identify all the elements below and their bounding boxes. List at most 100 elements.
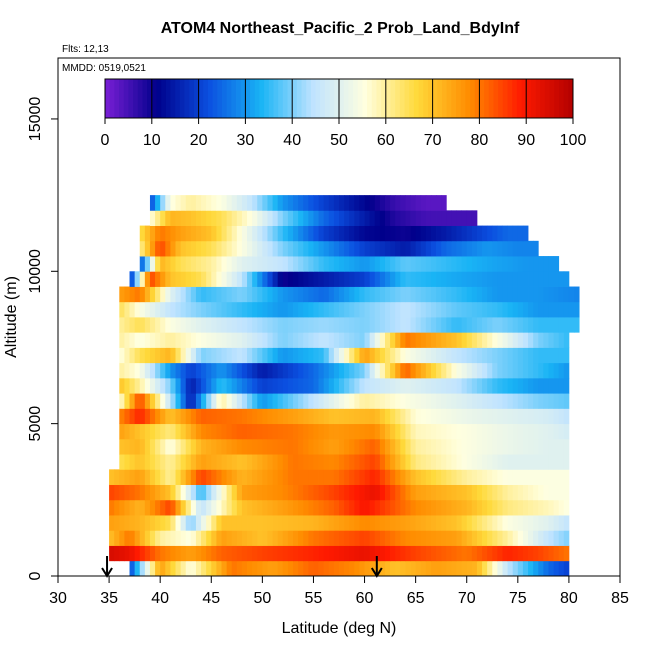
heatmap-cell: [507, 256, 514, 272]
heatmap-cell: [333, 210, 340, 226]
heatmap-cell: [129, 438, 136, 455]
heatmap-cell: [308, 377, 314, 394]
colorbar-swatch: [530, 79, 536, 118]
heatmap-cell: [323, 530, 330, 546]
heatmap-cell: [134, 347, 141, 364]
heatmap-cell: [563, 438, 570, 455]
colorbar-swatch: [348, 79, 354, 118]
heatmap-cell: [374, 347, 381, 364]
heatmap-cell: [185, 377, 192, 394]
y-tick-label: 5000: [27, 406, 44, 442]
heatmap-cell: [369, 195, 376, 211]
heatmap-cell: [461, 438, 468, 455]
heatmap-cell: [328, 332, 335, 348]
heatmap-cell: [456, 317, 463, 333]
heatmap-cell: [374, 317, 381, 333]
heatmap-cell: [323, 484, 330, 501]
heatmap-cell: [298, 408, 304, 425]
heatmap-cell: [451, 271, 457, 287]
heatmap-cell: [441, 545, 447, 562]
heatmap-cell: [175, 545, 182, 562]
heatmap-cell: [226, 423, 233, 440]
heatmap-cell: [538, 256, 544, 272]
heatmap-cell: [512, 332, 519, 348]
heatmap-cell: [543, 286, 549, 303]
heatmap-cell: [466, 484, 473, 501]
heatmap-cell: [206, 484, 212, 501]
heatmap-cell: [553, 256, 560, 272]
heatmap-cell: [287, 347, 294, 364]
heatmap-cell: [405, 469, 411, 485]
heatmap-cell: [231, 256, 238, 272]
heatmap-cell: [155, 377, 161, 394]
heatmap-cell: [119, 301, 125, 318]
heatmap-cell: [221, 332, 227, 348]
heatmap-cell: [201, 484, 207, 501]
heatmap-cell: [139, 362, 146, 379]
heatmap-cell: [313, 377, 319, 394]
heatmap-cell: [262, 210, 268, 226]
colorbar-swatch: [250, 79, 256, 118]
heatmap-cell: [267, 469, 273, 485]
heatmap-cell: [226, 515, 233, 531]
heatmap-cell: [400, 301, 406, 318]
colorbar-swatch: [245, 79, 251, 118]
heatmap-cell: [395, 545, 401, 562]
heatmap-cell: [395, 347, 401, 364]
colorbar-swatch: [460, 79, 466, 118]
heatmap-cell: [400, 469, 406, 485]
heatmap-cell: [430, 301, 437, 318]
heatmap-cell: [308, 408, 314, 425]
heatmap-cell: [247, 530, 253, 546]
heatmap-cell: [512, 454, 519, 470]
colorbar-swatch: [217, 79, 223, 118]
heatmap-cell: [441, 347, 447, 364]
heatmap-cell: [160, 438, 166, 455]
heatmap-cell: [451, 210, 457, 226]
heatmap-cell: [390, 545, 396, 562]
heatmap-cell: [395, 393, 401, 409]
heatmap-cell: [364, 484, 371, 501]
heatmap-cell: [379, 499, 386, 516]
heatmap-cell: [522, 408, 529, 425]
colorbar-swatch: [367, 79, 373, 118]
heatmap-cell: [415, 560, 422, 577]
heatmap-cell: [405, 271, 411, 287]
heatmap-cell: [313, 499, 319, 516]
heatmap-cell: [277, 210, 284, 226]
heatmap-cell: [308, 545, 314, 562]
heatmap-cell: [119, 438, 125, 455]
heatmap-cell: [512, 301, 519, 318]
heatmap-cell: [339, 423, 345, 440]
heatmap-cell: [277, 301, 284, 318]
heatmap-cell: [395, 499, 401, 516]
heatmap-cell: [558, 423, 565, 440]
heatmap-cell: [180, 408, 187, 425]
heatmap-cell: [476, 271, 483, 287]
heatmap-cell: [282, 560, 289, 577]
heatmap-cell: [262, 271, 268, 287]
heatmap-cell: [170, 256, 176, 272]
heatmap-cell: [487, 301, 493, 318]
heatmap-cell: [165, 240, 171, 257]
heatmap-cell: [369, 515, 376, 531]
heatmap-cell: [369, 301, 376, 318]
heatmap-cell: [436, 286, 442, 303]
heatmap-cell: [303, 484, 309, 501]
heatmap-cell: [175, 195, 182, 211]
heatmap-cell: [165, 438, 171, 455]
heatmap-cell: [492, 271, 498, 287]
heatmap-cell: [328, 256, 335, 272]
heatmap-cell: [512, 469, 519, 485]
heatmap-cell: [548, 515, 554, 531]
heatmap-cell: [369, 377, 376, 394]
heatmap-cell: [497, 377, 503, 394]
heatmap-cell: [522, 362, 529, 379]
heatmap-cell: [512, 317, 519, 333]
heatmap-cell: [134, 301, 141, 318]
heatmap-cell: [155, 362, 161, 379]
heatmap-cell: [528, 423, 534, 440]
heatmap-cell: [543, 317, 549, 333]
heatmap-cell: [471, 530, 478, 546]
heatmap-cell: [129, 317, 136, 333]
